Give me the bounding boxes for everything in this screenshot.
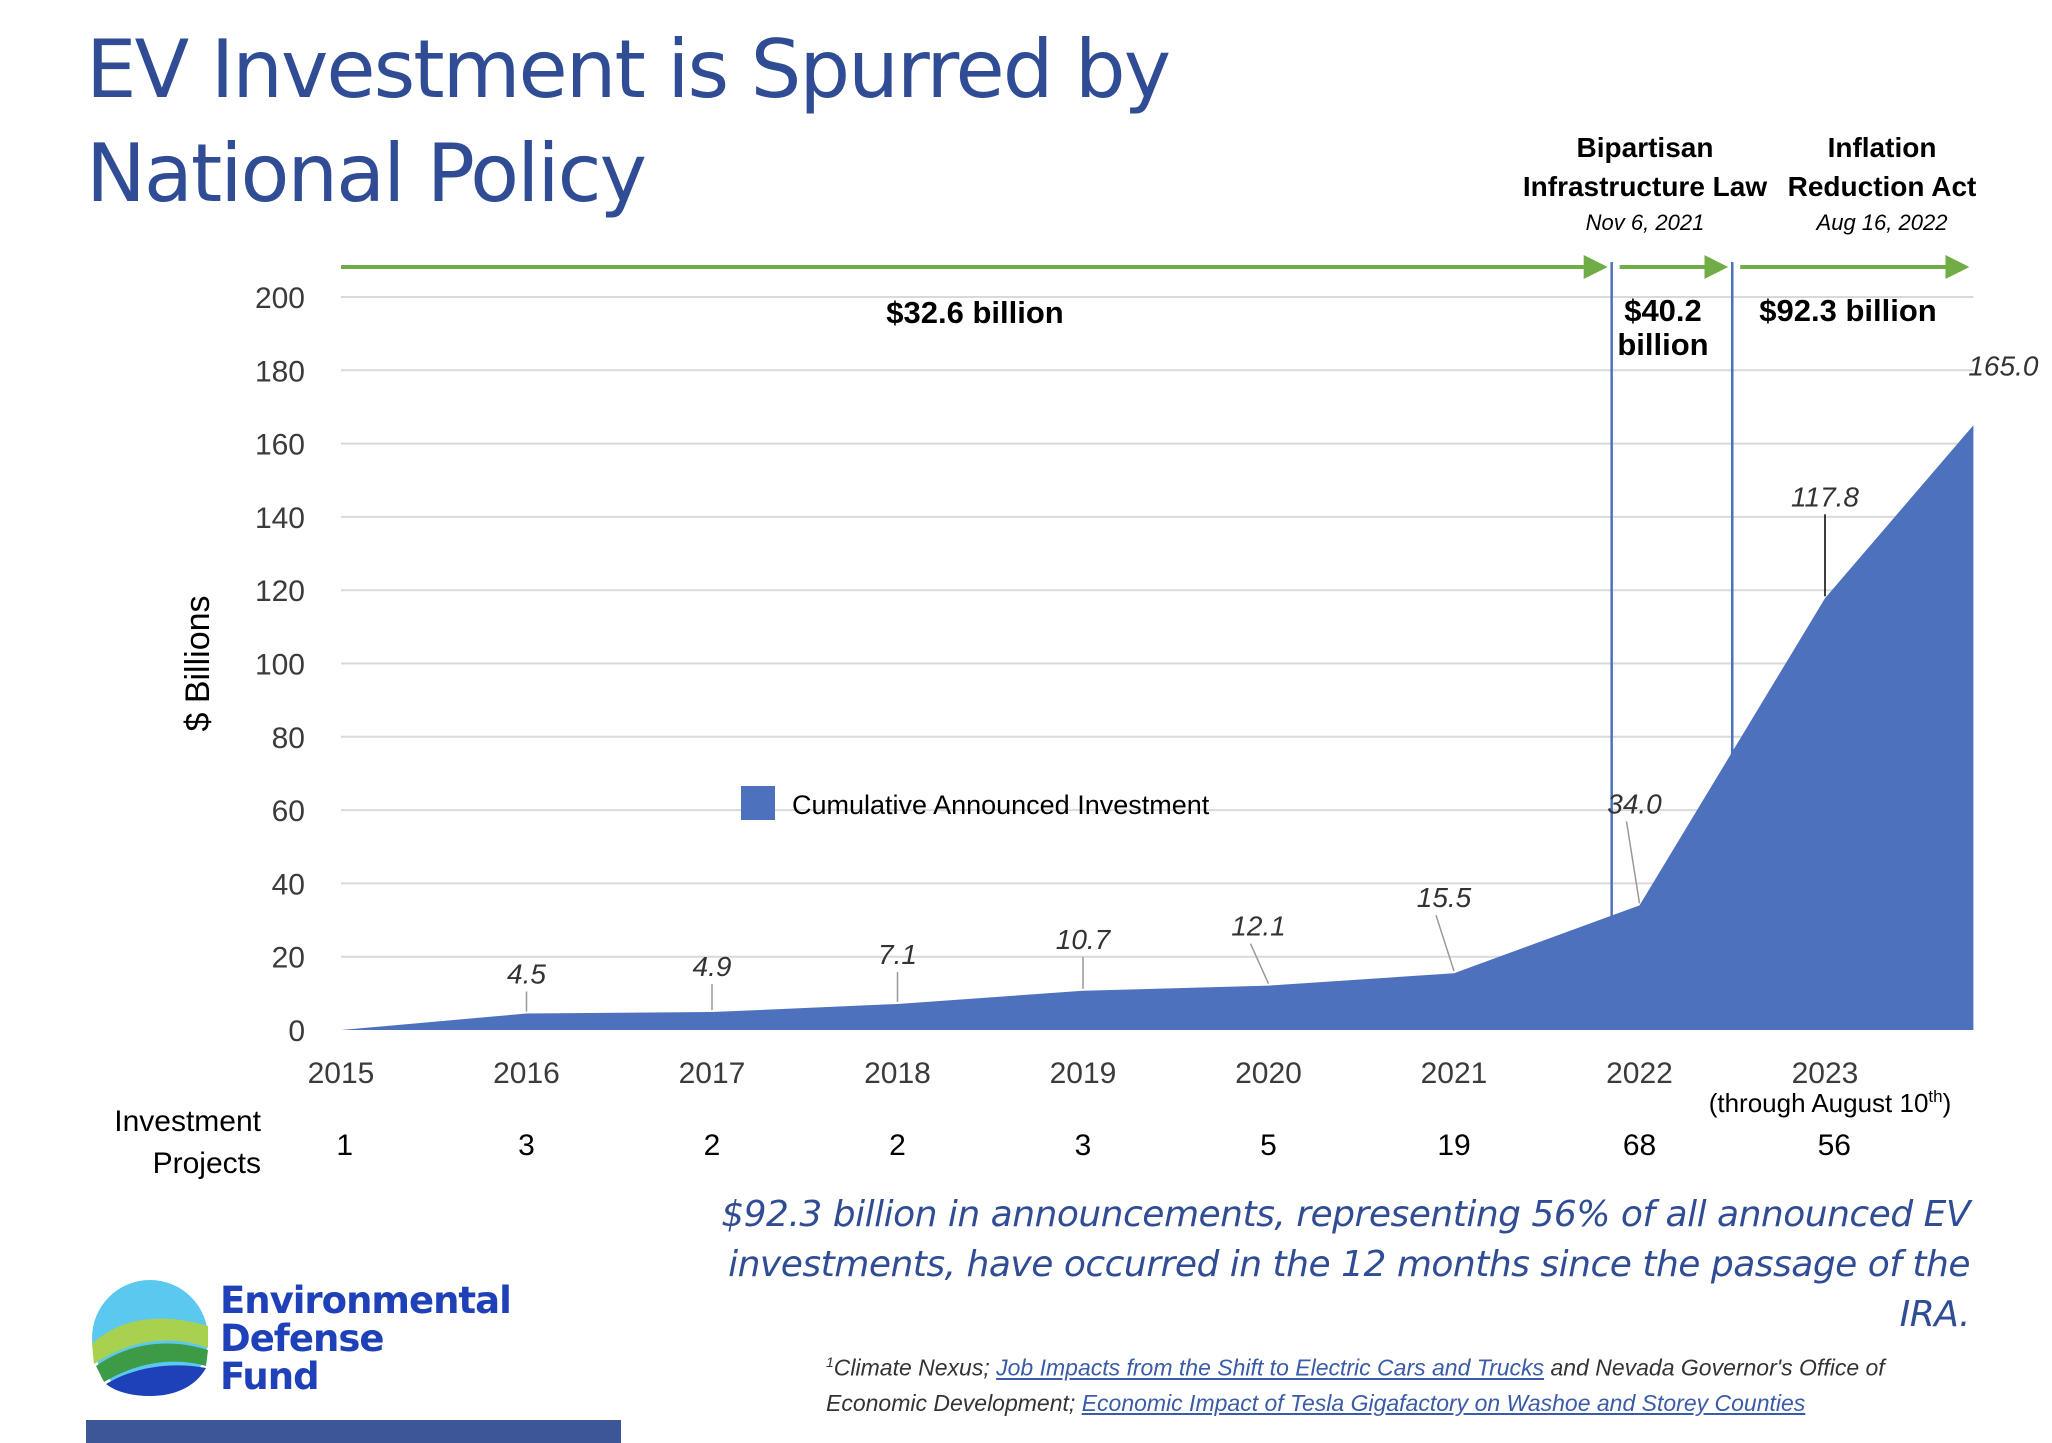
y-tick-label-200: 200 (255, 282, 305, 315)
period-label-1-line-1: $32.6 billion (886, 295, 1063, 330)
footnote-line-1: 1Climate Nexus; Job Impacts from the Shi… (826, 1345, 1966, 1386)
value-label-2022: 34.0 (1607, 788, 1662, 819)
period-label-2-line-1: $40.2 (1624, 293, 1702, 328)
page-title-line-2: National Policy (86, 127, 647, 220)
footnote-line-2: Economic Development; Economic Impact of… (826, 1386, 1966, 1421)
x-tick-label-2022: 2022 (1606, 1057, 1673, 1090)
legend-swatch (741, 786, 775, 820)
period-label-2-line-2: billion (1617, 327, 1708, 362)
y-tick-label-80: 80 (272, 722, 305, 755)
projects-row-label-1: Investment (114, 1105, 261, 1138)
summary-caption: $92.3 billion in announcements, represen… (680, 1190, 1970, 1340)
x-tick-note-end: ) (1943, 1088, 1952, 1118)
project-count-2015: 1 (336, 1129, 353, 1162)
value-label-2017: 4.9 (693, 951, 732, 982)
logo-blue-wave (106, 1365, 206, 1396)
project-count-2016: 3 (518, 1129, 535, 1162)
summary-caption-line-2: investments, have occurred in the 12 mon… (728, 1244, 1970, 1335)
x-tick-note-sup: th (1928, 1087, 1942, 1106)
ev-investment-chart: 0 20 40 60 80 100 120 140 160 180 200 $ Billions 4.5… (114, 132, 2039, 1180)
y-tick-label-60: 60 (272, 795, 305, 828)
y-tick-label-160: 160 (255, 429, 305, 462)
value-label-2023.8: 165.0 (1968, 350, 2038, 381)
cumulative-investment-area (341, 425, 1974, 1030)
x-tick-label-2017: 2017 (679, 1057, 746, 1090)
value-leader-5 (1249, 943, 1270, 984)
x-tick-label-2019: 2019 (1050, 1057, 1117, 1090)
page-title: EV Investment is Spurred by National Pol… (86, 18, 1171, 226)
y-tick-label-100: 100 (255, 649, 305, 682)
y-tick-label-20: 20 (272, 942, 305, 975)
logo-green-wave (96, 1343, 208, 1382)
source-footnote: 1Climate Nexus; Job Impacts from the Shi… (826, 1345, 1966, 1421)
project-count-2020: 5 (1260, 1129, 1277, 1162)
edf-logo-icon (92, 1280, 208, 1396)
policy-header-2-line-2: Reduction Act (1788, 171, 1977, 202)
value-label-2016: 4.5 (507, 959, 546, 990)
project-count-2022: 68 (1623, 1129, 1656, 1162)
value-label-2023: 117.8 (1791, 481, 1859, 512)
project-count-2017: 2 (704, 1129, 721, 1162)
y-tick-label-140: 140 (255, 502, 305, 535)
x-tick-label-2021: 2021 (1421, 1057, 1488, 1090)
project-count-2019: 3 (1075, 1129, 1092, 1162)
policy-header-1-line-1: Bipartisan (1577, 132, 1714, 163)
y-tick-label-40: 40 (272, 868, 305, 901)
y-tick-label-0: 0 (288, 1015, 305, 1048)
logo-text-line-1: Environmental (220, 1279, 512, 1322)
value-label-2018: 7.1 (878, 939, 917, 970)
footnote-marker: 1 (826, 1354, 834, 1370)
value-label-2020: 12.1 (1231, 911, 1286, 942)
period-label-3-line-1: $92.3 billion (1759, 293, 1936, 328)
x-tick-label-2023: 2023 (1792, 1057, 1859, 1090)
logo-text-line-3: Fund (220, 1355, 320, 1398)
y-tick-label-120: 120 (255, 575, 305, 608)
x-tick-label-2020: 2020 (1235, 1057, 1302, 1090)
x-tick-label-2018: 2018 (864, 1057, 931, 1090)
policy-header-2-line-1: Inflation (1828, 132, 1937, 163)
value-label-2021: 15.5 (1417, 882, 1472, 913)
project-count-2023: 56 (1818, 1129, 1851, 1162)
footnote-prefix-1: Climate Nexus; (833, 1354, 997, 1381)
x-tick-note-text: (through August 10 (1709, 1088, 1929, 1118)
x-tick-label-2016: 2016 (493, 1057, 560, 1090)
policy-header-1-line-2: Infrastructure Law (1523, 171, 1767, 202)
summary-caption-line-1: $92.3 billion in announcements, represen… (721, 1194, 1970, 1235)
bottom-accent-bar (86, 1420, 621, 1443)
project-count-2021: 19 (1437, 1129, 1470, 1162)
logo-text-line-2: Defense (220, 1317, 384, 1360)
page-title-line-1: EV Investment is Spurred by (86, 23, 1171, 116)
logo-lime-wave (92, 1318, 208, 1364)
footnote-prefix-2: Economic Development; (826, 1389, 1082, 1416)
value-leader-7 (1625, 821, 1641, 904)
value-leader-6 (1435, 914, 1455, 972)
source-link-tesla-gigafactory[interactable]: Economic Impact of Tesla Gigafactory on … (1081, 1389, 1806, 1416)
project-count-2018: 2 (889, 1129, 906, 1162)
projects-row-label-2: Projects (153, 1147, 261, 1180)
value-label-2019: 10.7 (1056, 924, 1112, 955)
x-tick-label-2015: 2015 (308, 1057, 375, 1090)
y-axis-label: $ Billions (179, 595, 217, 731)
policy-header-1-date: Nov 6, 2021 (1586, 210, 1705, 235)
y-tick-label-180: 180 (255, 355, 305, 388)
x-tick-note: (through August 10th) (1709, 1087, 1952, 1118)
legend-label: Cumulative Announced Investment (792, 790, 1210, 820)
edf-logo-text: Environmental Defense Fund (220, 1279, 512, 1398)
source-link-job-impacts[interactable]: Job Impacts from the Shift to Electric C… (996, 1354, 1545, 1381)
footnote-suffix-1: and Nevada Governor's Office of (1544, 1354, 1885, 1381)
policy-header-2-date: Aug 16, 2022 (1815, 210, 1948, 235)
